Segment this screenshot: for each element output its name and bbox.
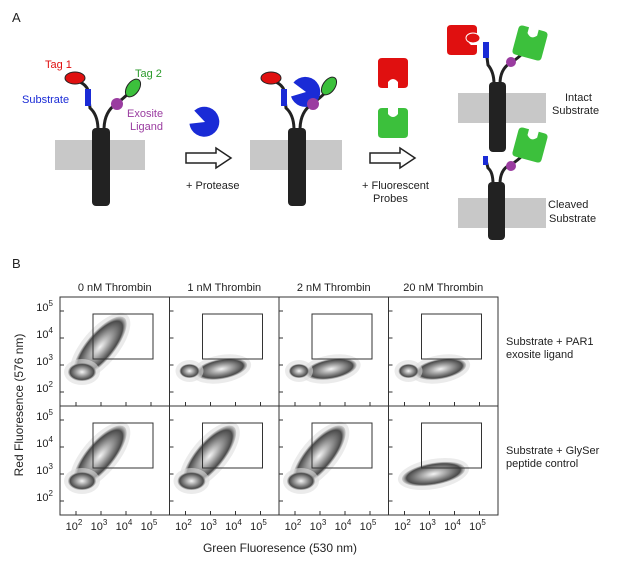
panel-label: B (12, 256, 21, 271)
tick-label: 105 (36, 299, 53, 314)
cell-2 (250, 71, 342, 206)
tick-label: 102 (285, 518, 302, 533)
ligand-label: Ligand (130, 121, 163, 133)
intact-cell (447, 24, 549, 152)
tick-label: 103 (91, 518, 108, 533)
row-label: Substrate + GlySer (506, 445, 600, 457)
column-title: 1 nM Thrombin (187, 282, 261, 294)
cleaved-label: Substrate (549, 213, 596, 225)
tick-label: 105 (250, 518, 267, 533)
tick-label: 103 (310, 518, 327, 533)
tick-label: 104 (335, 518, 352, 533)
tick-label: 103 (200, 518, 217, 533)
tick-label: 105 (360, 518, 377, 533)
intact-label: Substrate (552, 105, 599, 117)
tick-label: 104 (116, 518, 133, 533)
tick-label: 105 (36, 408, 53, 423)
cell-1 (55, 71, 145, 206)
tick-label: 104 (36, 435, 53, 450)
column-title: 2 nM Thrombin (297, 282, 371, 294)
substrate-label: Substrate (22, 94, 69, 106)
density-plot (278, 296, 389, 407)
density-plot (278, 405, 389, 516)
density-plot (388, 405, 499, 516)
cleaved-cell (458, 126, 549, 240)
tag1-label: Tag 1 (45, 59, 72, 71)
tick-label: 102 (36, 489, 53, 504)
y-axis-label: Red Fluoresence (576 nm) (12, 334, 26, 477)
tick-label: 102 (36, 380, 53, 395)
tick-label: 102 (66, 518, 83, 533)
tick-label: 103 (36, 462, 53, 477)
x-axis-label: Green Fluoresence (530 nm) (203, 541, 357, 555)
panel-label: A (12, 10, 21, 25)
exosite-label: Exosite (127, 108, 163, 120)
column-title: 20 nM Thrombin (403, 282, 483, 294)
row-label: peptide control (506, 458, 578, 470)
tick-label: 104 (444, 518, 461, 533)
tick-label: 102 (394, 518, 411, 533)
protease-step: + Protease (186, 180, 240, 192)
tag2-label: Tag 2 (135, 68, 162, 80)
density-plot (59, 296, 170, 407)
row-label: Substrate + PAR1 (506, 336, 594, 348)
tick-label: 103 (36, 353, 53, 368)
density-plot (169, 296, 280, 407)
tick-label: 105 (469, 518, 486, 533)
density-plot (169, 405, 280, 516)
density-plot (59, 405, 170, 516)
probes-step: Probes (373, 193, 408, 205)
cleaved-label: Cleaved (548, 199, 588, 211)
tick-label: 103 (419, 518, 436, 533)
tick-label: 105 (141, 518, 158, 533)
row-label: exosite ligand (506, 349, 573, 361)
tick-label: 102 (175, 518, 192, 533)
density-plot (388, 296, 499, 407)
tick-label: 104 (225, 518, 242, 533)
column-title: 0 nM Thrombin (78, 282, 152, 294)
intact-label: Intact (565, 92, 592, 104)
tick-label: 104 (36, 326, 53, 341)
probes-step: + Fluorescent (362, 180, 429, 192)
